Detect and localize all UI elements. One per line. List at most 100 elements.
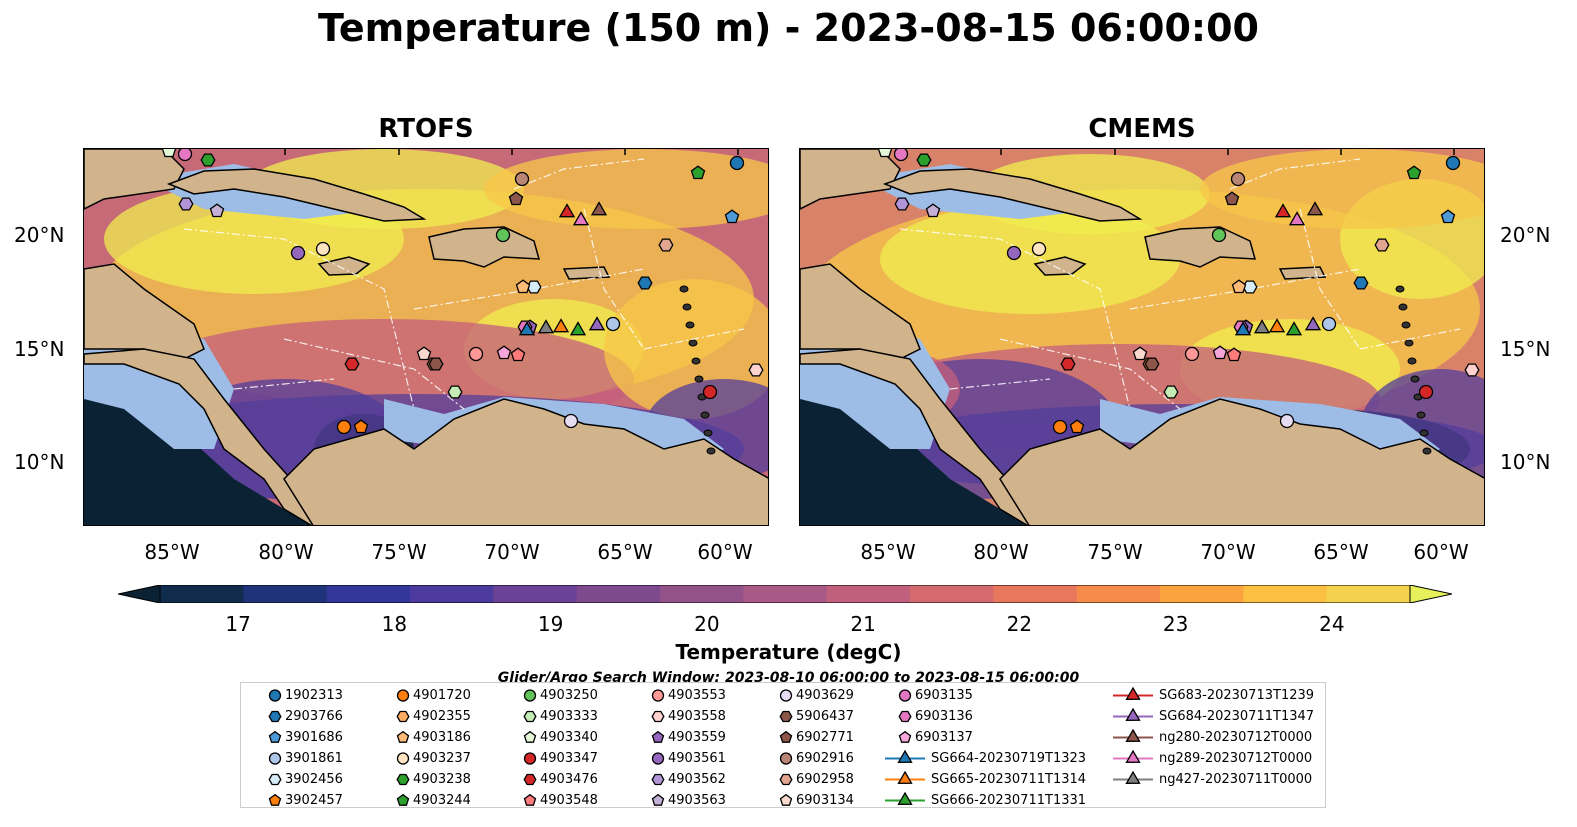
colorbar-extend-high: [1409, 585, 1452, 603]
legend-item-label: 6903137: [915, 730, 973, 745]
colorbar-segment: [1076, 585, 1161, 603]
legend-item-label: 4903237: [413, 751, 471, 766]
legend-item-label: SG666-20230711T1331: [931, 793, 1087, 808]
legend-marker: [523, 689, 537, 702]
legend-marker: [523, 752, 537, 765]
marker-4903250: [495, 227, 511, 243]
legend-marker: [523, 710, 537, 723]
marker-4903553: [468, 346, 484, 362]
marker-3901686: [724, 209, 740, 224]
colorbar-extend-low: [118, 585, 161, 603]
circle-marker-icon: [651, 752, 665, 765]
marker-4903238: [200, 153, 216, 167]
marker-4903347: [1418, 384, 1434, 400]
lon-tick-left-65: 65°W: [597, 540, 653, 564]
legend-item-label: 4903558: [668, 709, 726, 724]
marker-4901720: [1052, 419, 1068, 435]
legend-marker: [779, 773, 793, 786]
lon-tick-right-80: 80°W: [973, 540, 1029, 564]
lon-tick-right-60: 60°W: [1413, 540, 1469, 564]
marker-6902771: [1224, 191, 1240, 206]
legend-marker: [396, 710, 410, 723]
circle-marker-icon: [268, 752, 282, 765]
legend-marker: [651, 730, 665, 743]
marker-4903561: [290, 245, 306, 261]
legend-marker: [268, 752, 282, 765]
marker-sg665-20230711t1314: [1268, 318, 1286, 333]
pentagon-marker-icon: [396, 793, 410, 806]
marker-ng289-20230712t0000: [1288, 211, 1306, 226]
legend-item-label: 4902355: [413, 709, 471, 724]
colorbar-segment: [660, 585, 744, 603]
marker-6903134: [416, 346, 432, 361]
marker-5906437: [1144, 357, 1160, 371]
colorbar-segment: [826, 585, 911, 603]
marker-4903333: [447, 385, 463, 399]
circle-marker-icon: [268, 689, 282, 702]
map-panel-cmems[interactable]: [799, 148, 1485, 526]
legend-marker: [396, 730, 410, 743]
legend-glider-marker: [897, 791, 913, 805]
legend-marker: [268, 730, 282, 743]
marker-sg665-20230711t1314: [552, 318, 570, 333]
lat-tick-left-10: 10°N: [14, 450, 65, 474]
hexagon-marker-icon: [523, 773, 537, 786]
marker-4903558: [748, 363, 764, 377]
legend-item-label: 4903559: [668, 730, 726, 745]
colorbar-segment: [326, 585, 411, 603]
marker-4903548: [1226, 347, 1242, 362]
legend-marker: [779, 689, 793, 702]
colorbar-tick-label: 23: [1162, 612, 1189, 636]
colorbar-segment: [993, 585, 1078, 603]
lon-tick-right-70: 70°W: [1200, 540, 1256, 564]
marker-6903135: [893, 149, 909, 162]
legend-item-label: 4903561: [668, 751, 726, 766]
pentagon-marker-icon: [523, 730, 537, 743]
legend-item-label: 2903766: [285, 709, 343, 724]
marker-4903476: [1060, 357, 1076, 371]
circle-marker-icon: [779, 689, 793, 702]
legend-marker: [268, 773, 282, 786]
pentagon-marker-icon: [779, 793, 793, 806]
circle-marker-icon: [651, 689, 665, 702]
colorbar-segment: [160, 585, 244, 603]
legend: 1902313 2903766 3901686 3901861 3902456 39024…: [240, 682, 1326, 808]
colorbar-tick-label: 22: [1006, 612, 1033, 636]
map-panel-rtofs[interactable]: [83, 148, 769, 526]
colorbar-tick-label: 20: [694, 612, 720, 636]
panel-title-rtofs: RTOFS: [378, 114, 474, 144]
circle-marker-icon: [396, 752, 410, 765]
marker-4903333: [1163, 385, 1179, 399]
legend-marker: [396, 773, 410, 786]
legend-item-label: 4903250: [540, 688, 598, 703]
circle-marker-icon: [523, 689, 537, 702]
legend-item-label: 4903340: [540, 730, 598, 745]
legend-item-label: 4903238: [413, 772, 471, 787]
marker-4903629: [1279, 413, 1295, 429]
marker-sg683-20230713t1239: [558, 203, 576, 218]
legend-item-label: SG664-20230719T1323: [931, 751, 1087, 766]
hexagon-marker-icon: [898, 710, 912, 723]
legend-marker: [268, 689, 282, 702]
lon-tick-left-75: 75°W: [371, 540, 427, 564]
marker-3902457: [353, 419, 369, 434]
pentagon-marker-icon: [779, 730, 793, 743]
colorbar-label: Temperature (degC): [675, 640, 902, 664]
marker-3901861: [1321, 316, 1337, 332]
marker-4903244: [1406, 165, 1422, 180]
pentagon-marker-icon: [651, 793, 665, 806]
colorbar-segment: [576, 585, 661, 603]
marker-4903562: [894, 197, 910, 211]
legend-marker: [268, 793, 282, 806]
legend-item-label: 6902771: [796, 730, 854, 745]
marker-3901861: [605, 316, 621, 332]
marker-6902958: [658, 238, 674, 252]
legend-marker: [523, 730, 537, 743]
lat-tick-right-10: 10°N: [1500, 450, 1551, 474]
legend-item-label: 4903476: [540, 772, 598, 787]
lon-tick-left-80: 80°W: [258, 540, 314, 564]
lat-tick-right-20: 20°N: [1500, 223, 1551, 247]
figure-title: Temperature (150 m) - 2023-08-15 06:00:0…: [317, 6, 1259, 50]
colorbar-segment: [910, 585, 994, 603]
legend-item-label: 4903333: [540, 709, 598, 724]
